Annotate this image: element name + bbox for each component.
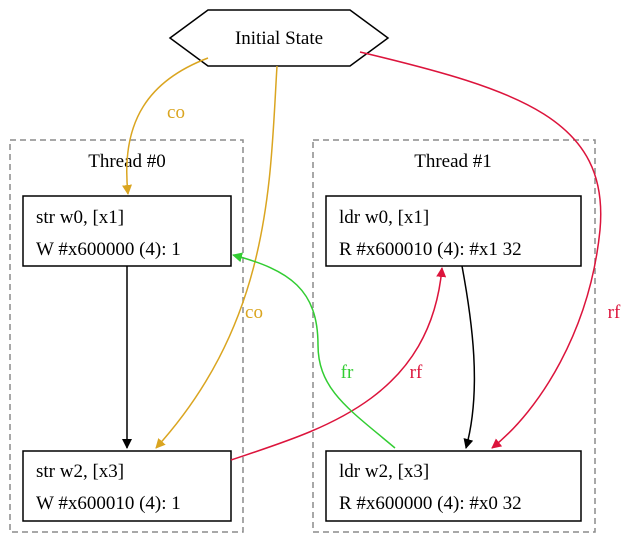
cluster-thread-0-border [9,139,244,533]
edge-rf-init-to-t1-read-x3 [359,51,602,449]
event-node-t0-write-x1[interactable]: str w0, [x1] W #x600000 (4): 1 [22,195,232,267]
cluster-thread-1-border [312,139,596,533]
edge-rf-init-to-t1-read-x3-label: rf [608,302,621,323]
event-node-t1-read-x3-instr: ldr w2, [x3] [339,461,429,482]
event-node-t1-read-x3[interactable]: ldr w2, [x3] R #x600000 (4): #x0 32 [325,450,582,522]
initial-state-node[interactable]: Initial State [168,9,390,67]
event-node-t1-read-x3-access: R #x600000 (4): #x0 32 [339,493,522,514]
event-node-t1-read-x1-instr: ldr w0, [x1] [339,207,429,228]
initial-state-hexagon [168,9,390,67]
cluster-thread-1-title: Thread #1 [414,151,492,172]
event-node-t0-write-x3[interactable]: str w2, [x3] W #x600010 (4): 1 [22,450,232,522]
event-node-t1-read-x3-box [325,450,582,522]
event-node-t0-write-x1-instr: str w0, [x1] [36,207,124,228]
edge-co-to-t0-write-x3 [155,65,278,449]
initial-state-label: Initial State [235,28,323,49]
edge-co-init-to-t0-write-x1-label: co [167,102,185,123]
event-node-t0-write-x3-box [22,450,232,522]
event-node-t1-read-x1-access: R #x600010 (4): #x1 32 [339,239,522,260]
edge-fr-t1-read-x3-to-t0-write-x1-label: fr [341,362,354,383]
event-node-t0-write-x1-box [22,195,232,267]
event-node-t1-read-x1[interactable]: ldr w0, [x1] R #x600010 (4): #x1 32 [325,195,582,267]
event-node-t1-read-x1-box [325,195,582,267]
edge-rf-t0-write-x3-to-t1-read-x1 [230,267,447,461]
event-node-t0-write-x3-access: W #x600010 (4): 1 [36,493,181,514]
edge-co-to-t0-write-x3-label: co [245,302,263,323]
edge-po-thread-1 [461,265,476,449]
edge-rf-t0-write-x3-to-t1-read-x1-label: rf [410,362,423,383]
event-node-t0-write-x3-instr: str w2, [x3] [36,461,124,482]
edge-fr-t1-read-x3-to-t0-write-x1 [232,252,396,449]
cluster-thread-1: Thread #1 [312,139,596,533]
edge-co-init-to-t0-write-x1 [122,57,209,195]
event-node-t0-write-x1-access: W #x600000 (4): 1 [36,239,181,260]
